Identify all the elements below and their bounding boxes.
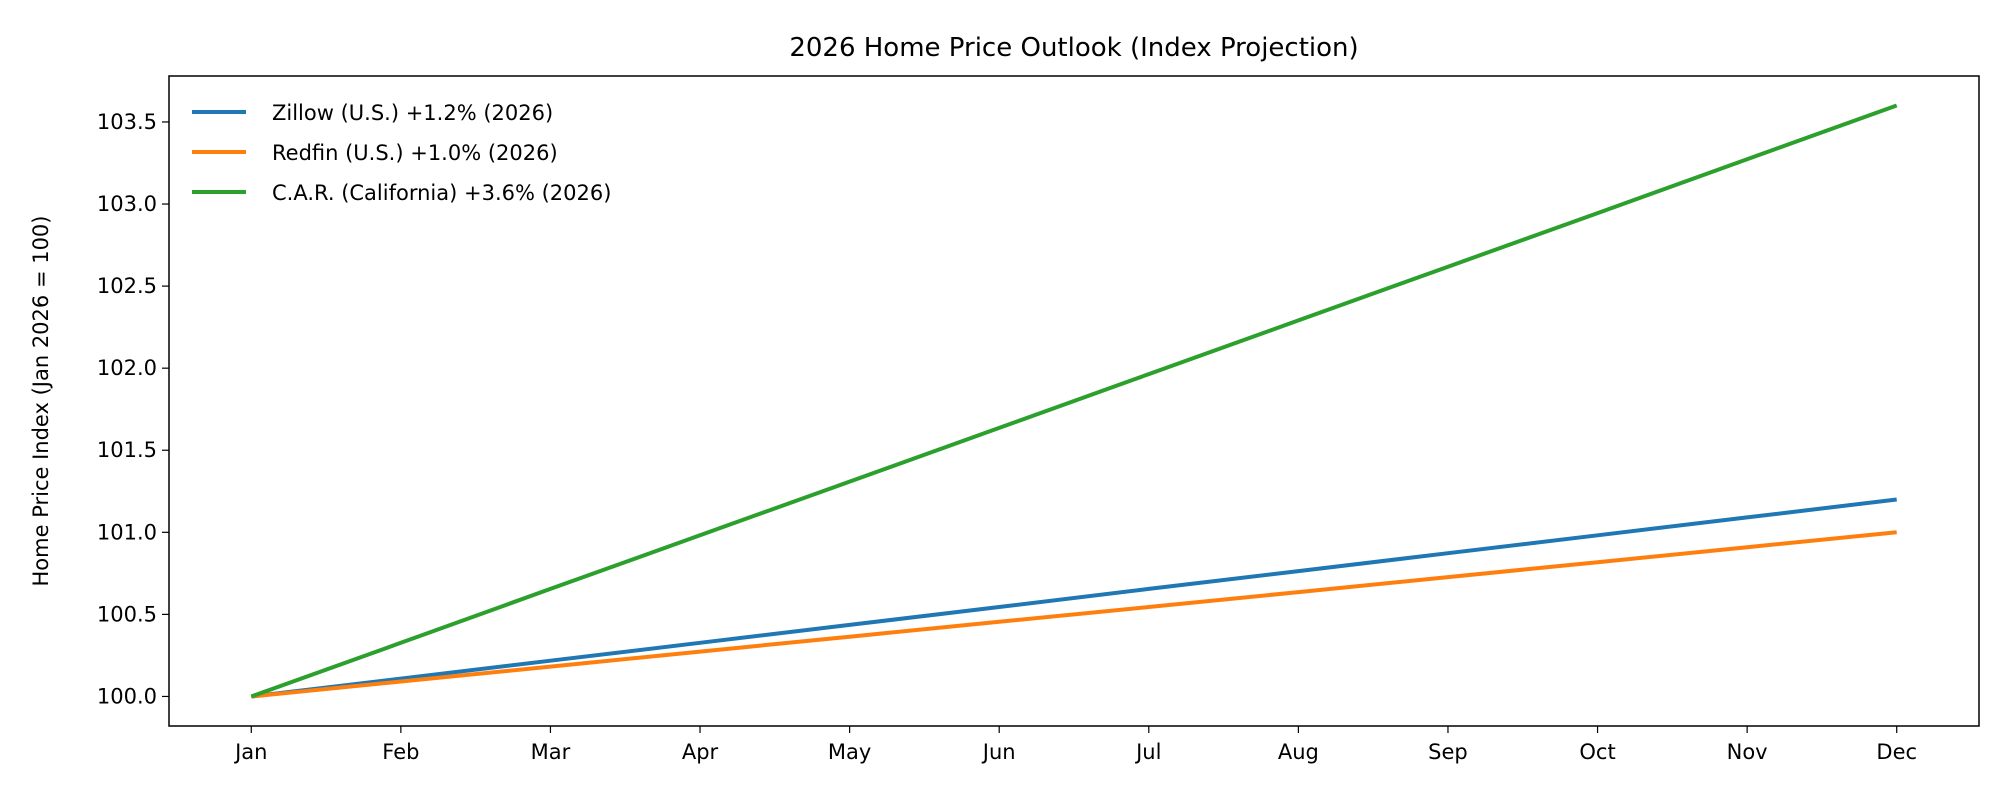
x-tick-label: Sep: [1428, 740, 1468, 764]
series-line-1: [251, 530, 1897, 699]
series-line-2: [250, 103, 1898, 699]
y-tick-label: 103.0: [97, 192, 157, 216]
x-tick-label: Mar: [531, 740, 571, 764]
x-tick-label: Dec: [1876, 740, 1917, 764]
legend-entry: Zillow (U.S.) +1.2% (2026): [272, 101, 553, 125]
y-tick-label: 103.5: [97, 110, 157, 134]
x-tick-label: Feb: [382, 740, 419, 764]
y-tick-label: 102.0: [97, 356, 157, 380]
x-tick-label: Jan: [233, 740, 267, 764]
x-tick-label: Aug: [1278, 740, 1319, 764]
legend: Zillow (U.S.) +1.2% (2026) Redfin (U.S.) …: [192, 101, 611, 205]
axes-frame: [168, 75, 1980, 727]
x-tick-label: Nov: [1727, 740, 1768, 764]
y-tick-label: 101.0: [97, 520, 157, 544]
legend-entry: C.A.R. (California) +3.6% (2026): [272, 181, 611, 205]
y-tick-label: 101.5: [97, 438, 157, 462]
x-tick-label: Oct: [1579, 740, 1615, 764]
legend-entry: Redfin (U.S.) +1.0% (2026): [272, 141, 558, 165]
x-tick-label: May: [828, 740, 871, 764]
x-tick-label: Apr: [682, 740, 719, 764]
y-tick-label: 100.0: [97, 684, 157, 708]
x-tick-label: Jun: [981, 740, 1016, 764]
y-tick-label: 102.5: [97, 274, 157, 298]
x-tick-label: Jul: [1134, 740, 1161, 764]
series-line-0: [251, 497, 1897, 699]
y-axis-label: Home Price Index (Jan 2026 = 100): [29, 216, 53, 587]
plot-area: Jan Feb Mar Apr May Jun Jul Aug Sep Oct Nov Dec 100.…: [97, 103, 1917, 764]
y-tick-label: 100.5: [97, 602, 157, 626]
chart-title: 2026 Home Price Outlook (Index Projectio…: [789, 33, 1358, 63]
